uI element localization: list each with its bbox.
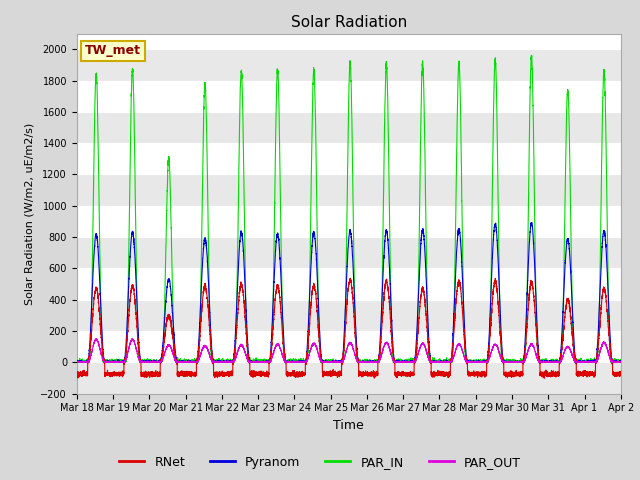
- PAR_IN: [73, 360, 81, 365]
- RNet: [470, 372, 478, 378]
- RNet: [258, 368, 266, 374]
- PAR_IN: [588, 360, 595, 365]
- RNet: [617, 371, 625, 377]
- Pyranom: [73, 360, 81, 365]
- Text: TW_met: TW_met: [85, 44, 141, 58]
- PAR_OUT: [470, 360, 478, 365]
- Bar: [77, 237, 621, 268]
- Pyranom: [470, 360, 478, 365]
- PAR_OUT: [73, 360, 81, 365]
- RNet: [346, 276, 354, 281]
- Line: PAR_OUT: PAR_OUT: [77, 339, 621, 362]
- Legend: RNet, Pyranom, PAR_IN, PAR_OUT: RNet, Pyranom, PAR_IN, PAR_OUT: [115, 451, 525, 474]
- RNet: [594, 345, 602, 350]
- PAR_OUT: [617, 360, 625, 365]
- PAR_IN: [486, 331, 493, 337]
- PAR_IN: [528, 52, 536, 58]
- PAR_OUT: [330, 358, 338, 364]
- PAR_IN: [617, 360, 625, 365]
- Line: PAR_IN: PAR_IN: [77, 55, 621, 362]
- Line: RNet: RNet: [77, 278, 621, 378]
- Pyranom: [73, 358, 81, 364]
- PAR_IN: [330, 360, 338, 365]
- Bar: [77, 49, 621, 81]
- PAR_OUT: [588, 360, 595, 365]
- RNet: [486, 336, 493, 341]
- Pyranom: [617, 360, 625, 365]
- Bar: [77, 362, 621, 394]
- Bar: [77, 112, 621, 143]
- RNet: [330, 370, 338, 375]
- Pyranom: [330, 360, 338, 365]
- PAR_IN: [594, 348, 602, 354]
- PAR_IN: [258, 359, 266, 365]
- Pyranom: [528, 220, 536, 226]
- Bar: [77, 174, 621, 206]
- RNet: [588, 371, 595, 376]
- Bar: [77, 300, 621, 331]
- PAR_OUT: [258, 360, 266, 365]
- PAR_OUT: [594, 355, 602, 361]
- PAR_OUT: [486, 353, 493, 359]
- X-axis label: Time: Time: [333, 419, 364, 432]
- Pyranom: [486, 317, 493, 323]
- PAR_IN: [73, 359, 81, 364]
- RNet: [540, 375, 548, 381]
- PAR_IN: [470, 360, 478, 365]
- Pyranom: [258, 360, 266, 365]
- Pyranom: [588, 359, 595, 365]
- Line: Pyranom: Pyranom: [77, 223, 621, 362]
- Title: Solar Radiation: Solar Radiation: [291, 15, 407, 30]
- Pyranom: [594, 331, 602, 336]
- RNet: [73, 372, 81, 378]
- PAR_OUT: [93, 336, 100, 342]
- Y-axis label: Solar Radiation (W/m2, uE/m2/s): Solar Radiation (W/m2, uE/m2/s): [25, 122, 35, 305]
